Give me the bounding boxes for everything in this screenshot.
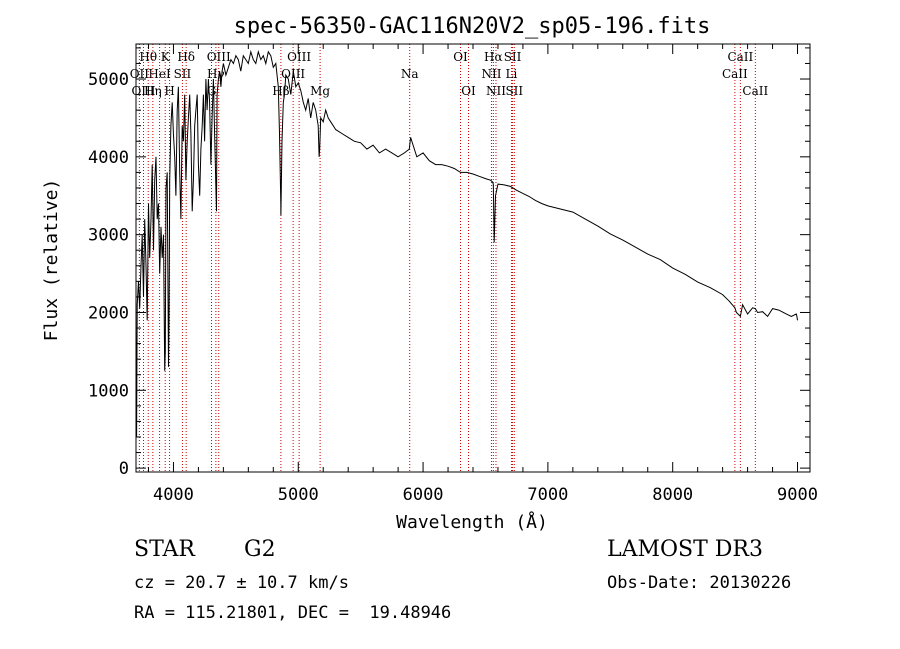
- line-label: Li: [506, 67, 518, 81]
- redshift-readout: cz = 20.7 ± 10.7 km/s: [134, 573, 349, 593]
- spectrum-series-line: [135, 49, 798, 438]
- y-axis-label: Flux (relative): [41, 179, 62, 342]
- axis-ticks: 4000 5000 6000 7000 8000 9000 0 1000 2000 3000 400…: [88, 44, 818, 505]
- obs-date: Obs-Date: 20130226: [607, 573, 792, 593]
- line-label: SII: [174, 67, 192, 81]
- line-label: Hα: [484, 50, 503, 64]
- line-label: Hδ: [177, 50, 195, 64]
- line-label: Hβ: [272, 84, 289, 98]
- y-tick-label: 3000: [88, 226, 129, 246]
- line-label: H: [164, 84, 174, 98]
- line-label: CaII: [742, 84, 768, 98]
- line-label: NII: [481, 67, 501, 81]
- chart-title: spec-56350-GAC116N20V2_sp05-196.fits: [234, 14, 711, 39]
- object-class: STAR: [134, 537, 195, 562]
- plot-frame: [135, 43, 811, 473]
- coordinates: RA = 115.21801, DEC = 19.48946: [134, 603, 452, 623]
- x-tick-label: 5000: [278, 485, 319, 505]
- survey-name: LAMOST DR3: [607, 537, 763, 562]
- line-label: Na: [401, 67, 419, 81]
- y-tick-label: 4000: [88, 148, 129, 168]
- line-label: Mg: [310, 84, 330, 98]
- line-label: OI: [461, 84, 476, 98]
- x-tick-label: 8000: [652, 485, 693, 505]
- line-label: OIII: [287, 50, 311, 64]
- line-label: OII: [130, 67, 150, 81]
- x-tick-label: 9000: [777, 485, 818, 505]
- line-label: SII: [505, 84, 523, 98]
- line-label: OI: [453, 50, 468, 64]
- line-label: NII: [486, 84, 506, 98]
- x-tick-label: 7000: [527, 485, 568, 505]
- line-label: CaII: [722, 67, 748, 81]
- line-label: Hη: [144, 84, 162, 98]
- spectral-subclass: G2: [244, 537, 276, 562]
- y-tick-label: 0: [119, 459, 129, 479]
- line-label: HeI: [148, 67, 171, 81]
- emission-line-markers: [138, 44, 756, 472]
- line-label: SII: [504, 50, 522, 64]
- line-label: Hθ: [139, 50, 157, 64]
- line-label: CaII: [727, 50, 753, 64]
- line-label: G: [207, 84, 217, 98]
- y-tick-label: 1000: [88, 381, 129, 401]
- x-axis-label: Wavelength (Å): [396, 511, 548, 533]
- x-tick-label: 6000: [403, 485, 444, 505]
- line-label: K: [161, 50, 171, 64]
- x-tick-label: 4000: [153, 485, 194, 505]
- y-tick-label: 5000: [88, 70, 129, 90]
- y-tick-label: 2000: [88, 303, 129, 323]
- line-label: OIII: [207, 50, 231, 64]
